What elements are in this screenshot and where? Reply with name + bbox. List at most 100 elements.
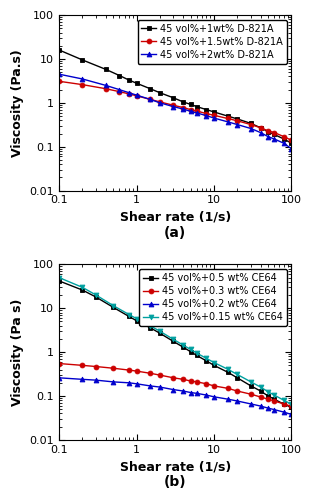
45 vol%+1.5wt% D-821A	[104, 86, 108, 91]
45 vol%+0.3 wt% CE64	[111, 365, 115, 371]
45 vol%+0.2 wt% CE64	[266, 405, 270, 411]
45 vol%+2wt% D-821A	[235, 122, 239, 128]
45 vol%+0.3 wt% CE64	[172, 375, 175, 381]
45 vol%+1.5wt% D-821A	[235, 118, 239, 124]
45 vol%+1wt% D-821A	[104, 66, 108, 72]
45 vol%+0.2 wt% CE64	[195, 390, 199, 396]
Y-axis label: Viscosity (Pa s): Viscosity (Pa s)	[11, 298, 24, 406]
45 vol%+0.2 wt% CE64	[80, 376, 84, 382]
45 vol%+0.2 wt% CE64	[148, 383, 152, 389]
45 vol%+1wt% D-821A	[158, 90, 162, 96]
Text: (a): (a)	[164, 226, 187, 239]
45 vol%+0.15 wt% CE64	[249, 379, 253, 385]
45 vol%+0.2 wt% CE64	[290, 412, 293, 418]
45 vol%+0.15 wt% CE64	[189, 346, 192, 352]
45 vol%+0.2 wt% CE64	[205, 392, 208, 398]
45 vol%+0.2 wt% CE64	[212, 394, 216, 400]
Line: 45 vol%+0.3 wt% CE64: 45 vol%+0.3 wt% CE64	[57, 361, 294, 409]
45 vol%+1.5wt% D-821A	[226, 116, 229, 121]
45 vol%+0.15 wt% CE64	[172, 336, 175, 342]
45 vol%+2wt% D-821A	[282, 140, 286, 146]
45 vol%+0.3 wt% CE64	[212, 383, 216, 389]
45 vol%+0.2 wt% CE64	[111, 379, 115, 385]
45 vol%+1.5wt% D-821A	[135, 93, 138, 99]
45 vol%+0.2 wt% CE64	[235, 398, 239, 404]
45 vol%+0.5 wt% CE64	[172, 338, 175, 344]
45 vol%+1.5wt% D-821A	[282, 134, 286, 140]
45 vol%+2wt% D-821A	[249, 126, 253, 132]
45 vol%+2wt% D-821A	[135, 92, 138, 98]
45 vol%+0.5 wt% CE64	[181, 344, 185, 350]
45 vol%+0.5 wt% CE64	[189, 349, 192, 355]
45 vol%+1.5wt% D-821A	[158, 99, 162, 105]
45 vol%+0.3 wt% CE64	[249, 391, 253, 397]
45 vol%+1.5wt% D-821A	[195, 108, 199, 114]
45 vol%+0.5 wt% CE64	[195, 352, 199, 358]
45 vol%+1wt% D-821A	[272, 132, 276, 138]
45 vol%+0.5 wt% CE64	[148, 324, 152, 330]
45 vol%+0.15 wt% CE64	[272, 392, 276, 398]
45 vol%+1wt% D-821A	[266, 128, 270, 134]
45 vol%+0.5 wt% CE64	[290, 404, 293, 410]
45 vol%+0.15 wt% CE64	[94, 292, 98, 298]
45 vol%+0.2 wt% CE64	[259, 403, 263, 409]
45 vol%+0.15 wt% CE64	[135, 316, 138, 322]
45 vol%+1.5wt% D-821A	[259, 125, 263, 131]
45 vol%+2wt% D-821A	[259, 130, 263, 136]
45 vol%+0.2 wt% CE64	[127, 380, 131, 386]
45 vol%+1wt% D-821A	[181, 99, 185, 105]
45 vol%+1.5wt% D-821A	[212, 112, 216, 118]
45 vol%+2wt% D-821A	[127, 90, 131, 96]
45 vol%+1.5wt% D-821A	[57, 78, 61, 84]
45 vol%+0.15 wt% CE64	[111, 302, 115, 308]
45 vol%+1.5wt% D-821A	[205, 110, 208, 116]
45 vol%+0.3 wt% CE64	[290, 404, 293, 409]
45 vol%+0.3 wt% CE64	[181, 376, 185, 382]
45 vol%+0.15 wt% CE64	[266, 389, 270, 395]
45 vol%+0.5 wt% CE64	[266, 393, 270, 399]
45 vol%+0.2 wt% CE64	[94, 377, 98, 383]
45 vol%+0.15 wt% CE64	[235, 372, 239, 378]
45 vol%+0.15 wt% CE64	[212, 360, 216, 366]
Line: 45 vol%+0.2 wt% CE64: 45 vol%+0.2 wt% CE64	[57, 376, 294, 417]
45 vol%+0.5 wt% CE64	[205, 358, 208, 364]
45 vol%+1.5wt% D-821A	[181, 104, 185, 110]
45 vol%+1wt% D-821A	[290, 140, 293, 146]
45 vol%+1wt% D-821A	[212, 109, 216, 115]
45 vol%+1.5wt% D-821A	[266, 128, 270, 134]
45 vol%+0.5 wt% CE64	[127, 314, 131, 320]
45 vol%+1wt% D-821A	[127, 77, 131, 83]
45 vol%+1wt% D-821A	[195, 104, 199, 110]
45 vol%+0.15 wt% CE64	[259, 384, 263, 390]
45 vol%+0.15 wt% CE64	[195, 350, 199, 356]
45 vol%+0.5 wt% CE64	[111, 304, 115, 310]
45 vol%+0.5 wt% CE64	[135, 318, 138, 324]
45 vol%+0.5 wt% CE64	[272, 396, 276, 402]
45 vol%+1wt% D-821A	[235, 116, 239, 122]
45 vol%+0.3 wt% CE64	[259, 394, 263, 400]
45 vol%+2wt% D-821A	[189, 108, 192, 114]
45 vol%+0.15 wt% CE64	[226, 366, 229, 372]
Line: 45 vol%+0.15 wt% CE64: 45 vol%+0.15 wt% CE64	[57, 275, 294, 406]
Legend: 45 vol%+0.5 wt% CE64, 45 vol%+0.3 wt% CE64, 45 vol%+0.2 wt% CE64, 45 vol%+0.15 w: 45 vol%+0.5 wt% CE64, 45 vol%+0.3 wt% CE…	[139, 270, 286, 326]
45 vol%+0.3 wt% CE64	[158, 372, 162, 378]
45 vol%+1.5wt% D-821A	[148, 96, 152, 102]
45 vol%+1wt% D-821A	[148, 86, 152, 91]
45 vol%+1wt% D-821A	[259, 125, 263, 131]
45 vol%+0.3 wt% CE64	[80, 362, 84, 368]
45 vol%+2wt% D-821A	[158, 100, 162, 106]
45 vol%+0.15 wt% CE64	[282, 398, 286, 404]
45 vol%+1.5wt% D-821A	[117, 88, 121, 94]
Line: 45 vol%+1wt% D-821A: 45 vol%+1wt% D-821A	[57, 48, 294, 146]
45 vol%+2wt% D-821A	[104, 82, 108, 88]
45 vol%+0.3 wt% CE64	[135, 368, 138, 374]
45 vol%+2wt% D-821A	[172, 104, 175, 110]
45 vol%+0.3 wt% CE64	[235, 388, 239, 394]
45 vol%+0.2 wt% CE64	[181, 388, 185, 394]
45 vol%+0.5 wt% CE64	[259, 388, 263, 394]
45 vol%+1.5wt% D-821A	[290, 138, 293, 143]
45 vol%+0.15 wt% CE64	[148, 322, 152, 328]
45 vol%+0.2 wt% CE64	[226, 396, 229, 402]
45 vol%+0.15 wt% CE64	[80, 284, 84, 290]
45 vol%+0.5 wt% CE64	[212, 362, 216, 368]
